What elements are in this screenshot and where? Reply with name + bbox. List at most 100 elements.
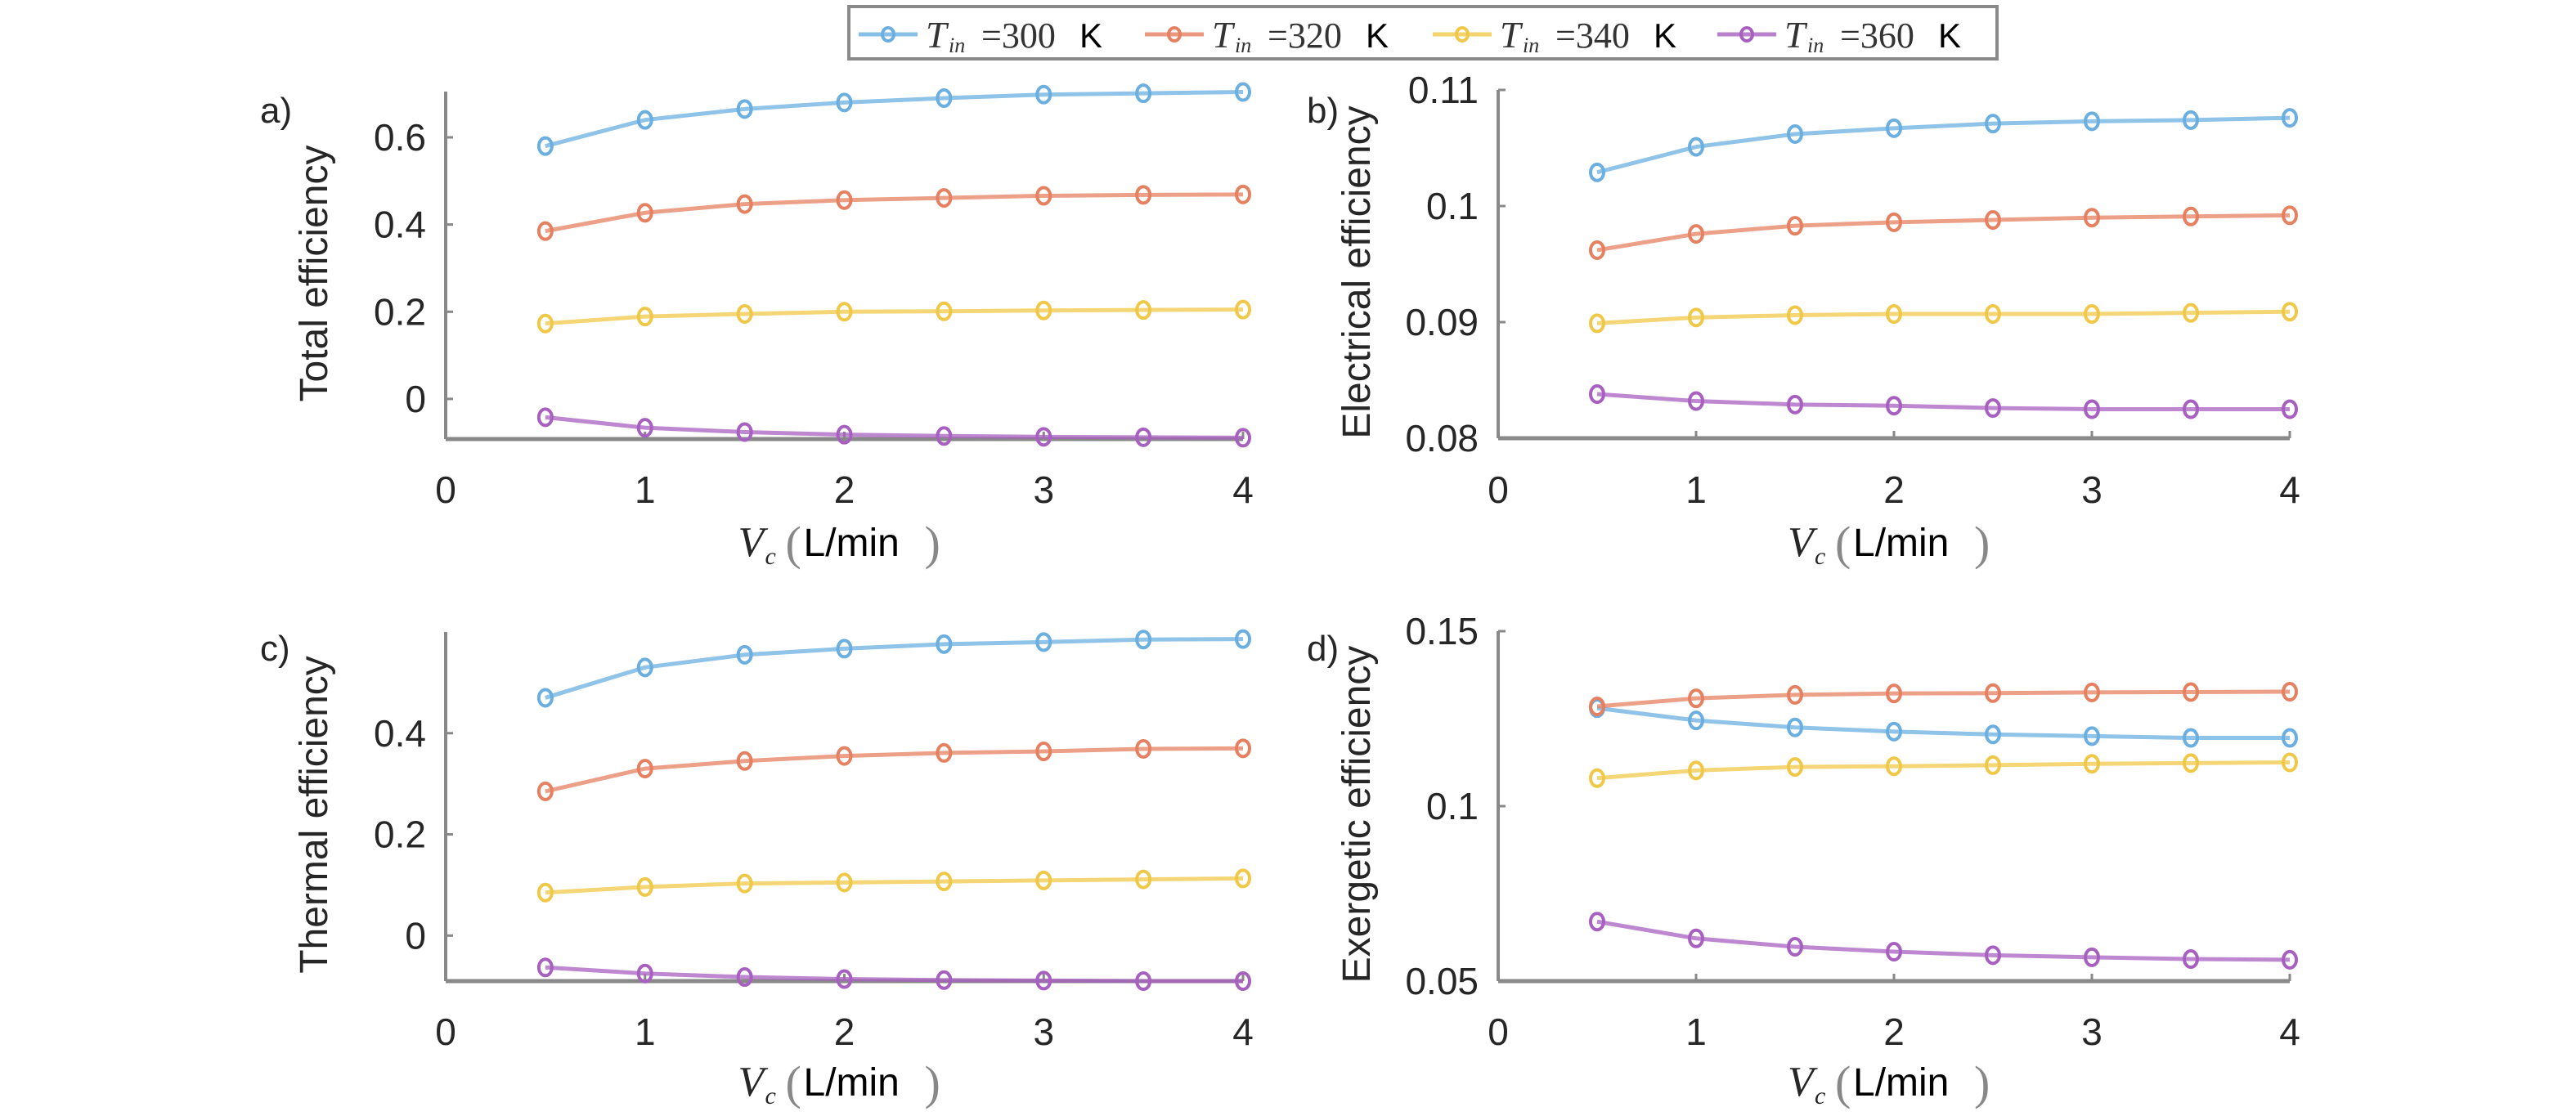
x-label-subscript: c	[1815, 543, 1825, 570]
data-point	[1787, 937, 1803, 957]
y-tick-label: 0	[405, 914, 426, 957]
data-point	[1688, 928, 1704, 948]
data-point	[2183, 110, 2199, 130]
data-point	[636, 418, 653, 438]
data-point	[836, 969, 853, 989]
data-point	[1135, 869, 1152, 890]
data-point	[536, 136, 554, 156]
series-line	[545, 746, 1244, 794]
series-360K	[536, 407, 1251, 448]
data-point	[836, 92, 853, 113]
data-point	[836, 872, 853, 893]
data-point	[2183, 682, 2199, 702]
data-point	[1135, 971, 1152, 991]
data-point	[2183, 399, 2199, 419]
data-point	[1985, 945, 2001, 966]
x-label-subscript: c	[765, 543, 776, 570]
x-tick-label: 3	[2081, 468, 2103, 511]
series-line	[545, 307, 1244, 326]
x-tick-label: 2	[834, 1011, 855, 1053]
data-point	[1886, 396, 1902, 416]
data-point	[1787, 757, 1803, 778]
y-tick-label: 0	[405, 378, 426, 420]
data-point	[1235, 299, 1251, 320]
data-point	[2183, 753, 2199, 773]
data-point	[536, 221, 554, 241]
x-tick-label: 4	[2279, 1011, 2300, 1053]
data-point	[736, 194, 753, 214]
data-point	[2084, 947, 2100, 967]
series-320K	[1589, 682, 2298, 717]
data-point	[1235, 738, 1251, 759]
x-tick-label: 3	[1033, 468, 1054, 511]
y-tick-label: 0.4	[374, 204, 426, 246]
x-label-unit: L/min	[1853, 522, 1949, 565]
data-point	[1688, 688, 1704, 709]
x-label-paren-open: (	[786, 1056, 801, 1109]
data-point	[1688, 391, 1704, 411]
x-tick-label: 0	[435, 1011, 456, 1053]
data-point	[2084, 682, 2100, 702]
data-point	[1787, 305, 1803, 325]
series-line	[545, 637, 1244, 700]
data-point	[1886, 304, 1902, 325]
data-point	[1886, 212, 1902, 232]
series-360K	[1589, 912, 2298, 970]
panel-letter: c)	[260, 629, 290, 669]
series-360K	[1589, 384, 2298, 419]
data-point	[636, 110, 653, 130]
legend-marker-icon	[881, 26, 895, 43]
data-point	[736, 751, 753, 771]
data-point	[736, 873, 753, 894]
data-point	[1886, 721, 1902, 742]
x-tick-label: 0	[1488, 468, 1509, 511]
data-point	[1688, 710, 1704, 731]
data-point	[936, 634, 953, 654]
x-tick-label: 3	[2081, 1011, 2103, 1053]
data-point	[1886, 942, 1902, 962]
legend-value: =320	[1268, 16, 1342, 56]
x-tick-label: 4	[1232, 468, 1254, 511]
data-point	[936, 426, 953, 446]
data-point	[736, 422, 753, 442]
y-tick-label: 0.6	[374, 116, 426, 159]
x-tick-label: 0	[435, 468, 456, 511]
legend-symbol: T	[1500, 14, 1524, 56]
x-label-paren-close: )	[925, 1056, 940, 1109]
x-tick-label: 1	[1685, 468, 1707, 511]
data-point	[2183, 206, 2199, 226]
legend-unit: K	[1938, 16, 1961, 55]
series-300K	[536, 629, 1251, 708]
x-tick-label: 3	[1033, 1011, 1054, 1053]
data-point	[1985, 755, 2001, 775]
legend-subscript: in	[1523, 34, 1539, 57]
series-340K	[536, 299, 1251, 334]
y-tick-label: 0.05	[1405, 960, 1479, 1002]
series-line	[1596, 760, 2291, 781]
series-340K	[1589, 752, 2298, 788]
series-line	[545, 90, 1244, 149]
data-point	[1787, 394, 1803, 415]
data-point	[2084, 111, 2100, 132]
x-label-unit: L/min	[804, 1061, 900, 1105]
x-label-subscript: c	[765, 1082, 776, 1109]
series-line	[1596, 392, 2290, 411]
y-tick-label: 0.08	[1405, 417, 1479, 459]
data-point	[636, 203, 653, 223]
data-point	[936, 872, 953, 892]
data-point	[2282, 682, 2298, 702]
data-point	[2282, 949, 2298, 970]
data-point	[2084, 726, 2100, 746]
data-point	[1235, 629, 1251, 649]
data-point	[1886, 683, 1902, 704]
series-300K	[536, 82, 1251, 156]
data-point	[636, 657, 653, 678]
legend-marker-icon	[1739, 26, 1754, 43]
data-point	[1886, 118, 1902, 138]
series-line	[1596, 309, 2291, 325]
data-point	[1135, 427, 1152, 447]
